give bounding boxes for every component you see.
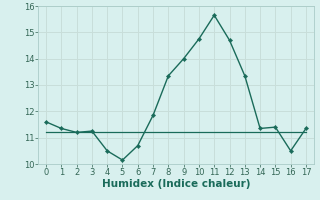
X-axis label: Humidex (Indice chaleur): Humidex (Indice chaleur) — [102, 179, 250, 189]
